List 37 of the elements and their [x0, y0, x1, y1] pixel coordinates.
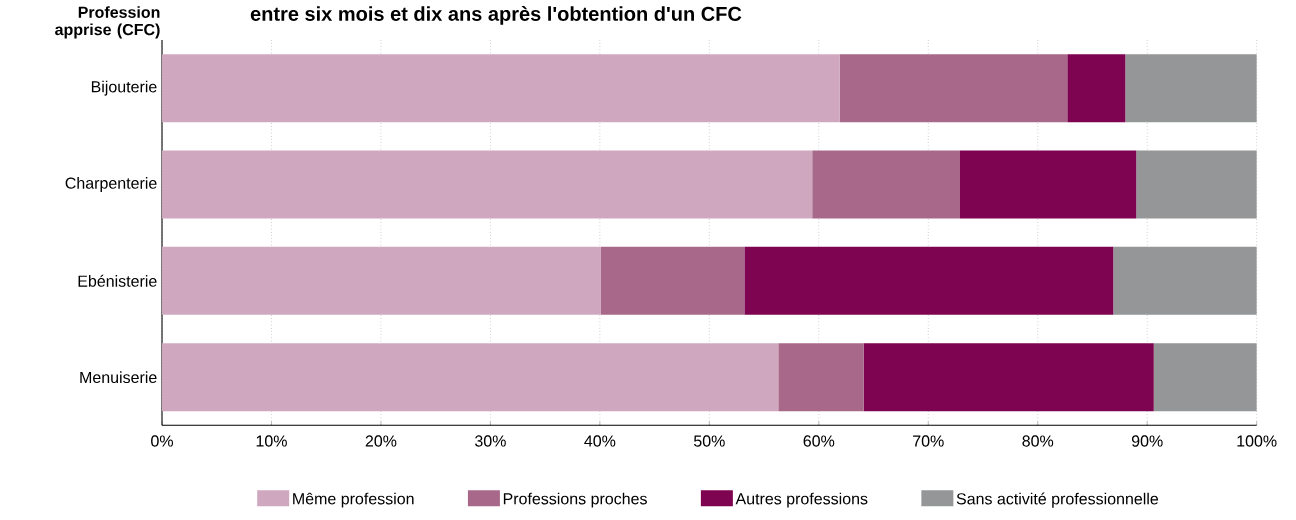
x-tick-label: 90%: [1131, 435, 1163, 447]
x-tick-label: 60%: [803, 435, 835, 447]
legend-label: Autres professions: [735, 492, 868, 508]
bar: [1113, 246, 1257, 315]
legend-label: Sans activité professionnelle: [956, 492, 1159, 508]
bar: [162, 343, 779, 412]
y-tick-label: Ebénisterie: [78, 274, 157, 287]
x-tick-label: 50%: [693, 435, 725, 447]
bar: [600, 246, 745, 315]
legend-label: Professions proches: [503, 492, 647, 508]
y-axis-title: Profession apprise (CFC): [55, 6, 160, 39]
bar: [1153, 343, 1257, 412]
y-tick-label: Bijouterie: [91, 80, 157, 96]
bar: [744, 246, 1114, 315]
x-tick-label: 100%: [1237, 435, 1277, 447]
bar: [778, 343, 864, 412]
bar: [1136, 150, 1257, 219]
bar: [1067, 54, 1126, 123]
bar: [839, 54, 1068, 123]
bar: [162, 150, 813, 219]
bar: [162, 246, 601, 315]
x-tick-label: 40%: [584, 435, 616, 447]
bar: [162, 54, 840, 123]
chart-title: entre six mois et dix ans après l'obtention d'un CFC: [250, 6, 742, 25]
bar: [812, 150, 961, 219]
x-tick-label: 0%: [151, 435, 173, 447]
bar: [1125, 54, 1257, 123]
x-tick-label: 80%: [1022, 435, 1054, 447]
x-tick-label: 20%: [365, 435, 397, 447]
bar: [960, 150, 1137, 219]
y-tick-label: Menuiserie: [80, 371, 157, 384]
bar: [863, 343, 1154, 412]
x-tick-label: 30%: [475, 435, 506, 447]
x-tick-label: 70%: [913, 435, 944, 447]
legend-label: Même profession: [293, 492, 414, 508]
x-tick-label: 10%: [256, 435, 287, 447]
y-tick-label: Charpenterie: [65, 177, 157, 192]
